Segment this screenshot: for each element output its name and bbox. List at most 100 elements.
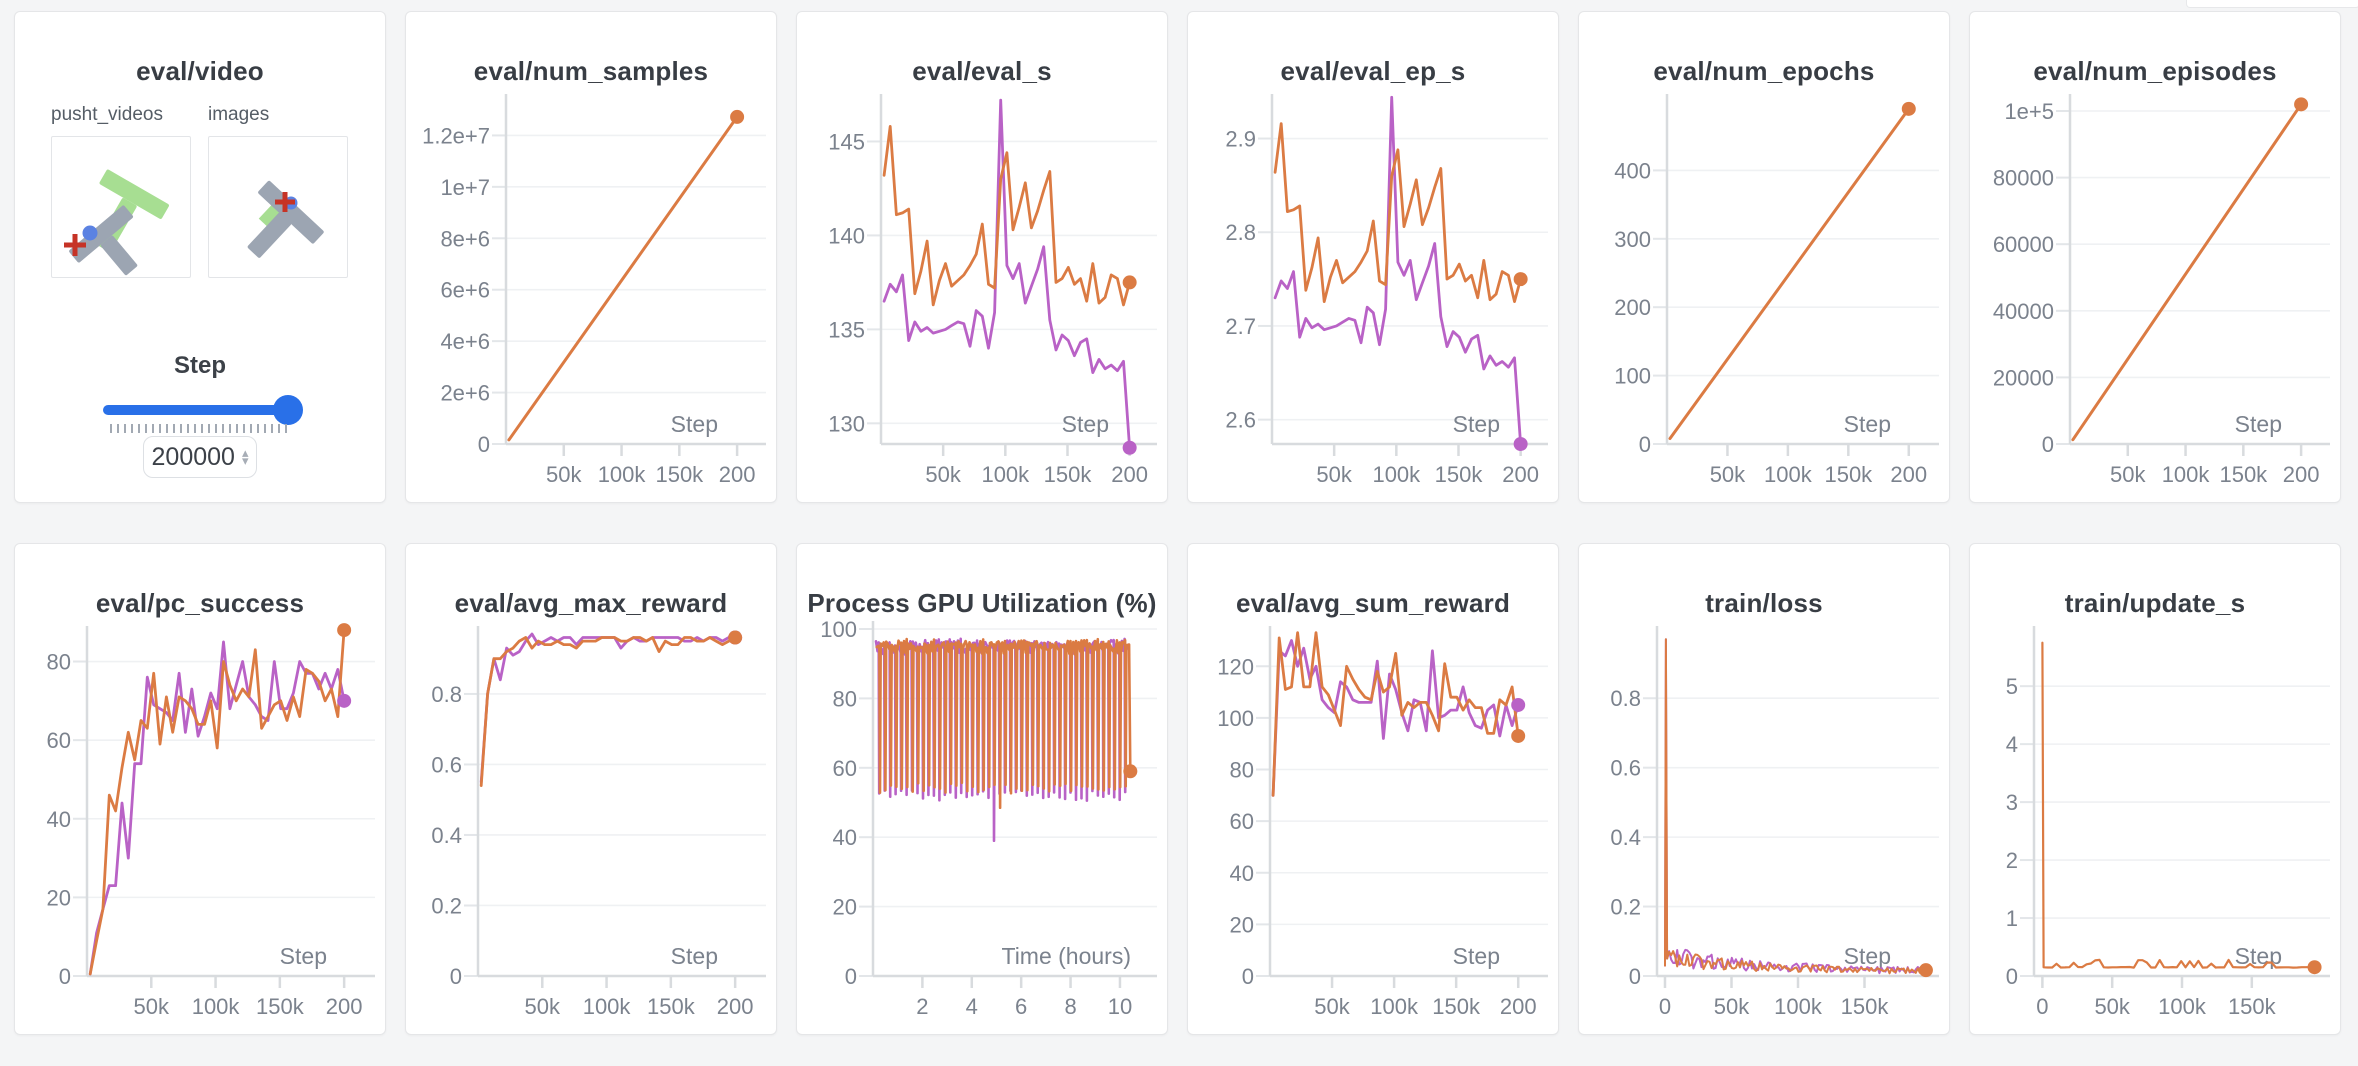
svg-text:80: 80 xyxy=(47,650,71,675)
svg-text:200: 200 xyxy=(326,994,363,1019)
svg-text:50k: 50k xyxy=(1714,994,1750,1019)
step-slider[interactable] xyxy=(103,395,303,425)
gray-t-shape xyxy=(247,180,324,258)
svg-text:8e+6: 8e+6 xyxy=(440,226,490,251)
panel-eval-num-epochs[interactable]: eval/num_epochs 0 100 200 300 400 50k 100k 150k… xyxy=(1578,11,1950,503)
eval-eval-s-plot[interactable]: 130 135 140 145 50k 100k 150k 200 Step xyxy=(797,12,1167,502)
decrement-icon[interactable]: ▾ xyxy=(241,453,249,468)
panel-eval-eval-ep-s[interactable]: eval/eval_ep_s 2.6 2.7 2.8 2.9 50k 100k 150k 20… xyxy=(1187,11,1559,503)
svg-text:60000: 60000 xyxy=(1993,232,2054,257)
svg-text:1e+5: 1e+5 xyxy=(2004,99,2054,124)
step-slider-label: Step xyxy=(173,352,226,379)
images-label: images xyxy=(208,104,270,125)
pusht-videos-label: pusht_videos xyxy=(51,104,163,125)
svg-text:1e+7: 1e+7 xyxy=(440,175,490,200)
svg-text:80: 80 xyxy=(833,686,857,711)
panel-train-loss[interactable]: train/loss 0 0.2 0.4 0.6 0.8 0 50k 100k 150k Step xyxy=(1578,543,1950,1035)
eval-avg-max-reward-plot[interactable]: 0 0.2 0.4 0.6 0.8 50k 100k 150k 200 Step xyxy=(406,544,776,1034)
agent-dot xyxy=(82,225,98,241)
step-input-value[interactable]: 200000 xyxy=(151,442,235,471)
eval-num-episodes-plot[interactable]: 0 20000 40000 60000 80000 1e+5 50k 100k 150k 200 S… xyxy=(1970,12,2340,502)
step-slider-track[interactable] xyxy=(103,405,299,415)
svg-text:0: 0 xyxy=(2006,964,2018,989)
svg-text:200: 200 xyxy=(717,994,754,1019)
svg-text:8: 8 xyxy=(1064,994,1076,1019)
panel-grid: eval/video pusht_videos images xyxy=(14,11,2341,1035)
svg-text:Time (hours): Time (hours) xyxy=(1002,943,1132,969)
svg-text:0: 0 xyxy=(1242,964,1254,989)
svg-text:200: 200 xyxy=(2283,462,2320,487)
panel-eval-video[interactable]: eval/video pusht_videos images xyxy=(14,11,386,503)
svg-text:200: 200 xyxy=(1500,994,1537,1019)
svg-text:100k: 100k xyxy=(583,994,632,1019)
svg-text:200: 200 xyxy=(1502,462,1539,487)
eval-pc-success-plot[interactable]: 0 20 40 60 80 50k 100k 150k 200 Step xyxy=(15,544,385,1034)
panel-train-update-s[interactable]: train/update_s 0 1 2 3 4 5 0 50k 100k 150k Step xyxy=(1969,543,2341,1035)
svg-text:3: 3 xyxy=(2006,790,2018,815)
svg-text:80: 80 xyxy=(1230,758,1254,783)
svg-text:2.6: 2.6 xyxy=(1225,408,1256,433)
svg-text:200: 200 xyxy=(1111,462,1148,487)
increment-icon[interactable]: ▴ xyxy=(241,444,249,460)
svg-text:0: 0 xyxy=(1659,994,1671,1019)
svg-text:0: 0 xyxy=(1629,964,1641,989)
panel-eval-avg-max-reward[interactable]: eval/avg_max_reward 0 0.2 0.4 0.6 0.8 50k 100k… xyxy=(405,543,777,1035)
svg-text:1: 1 xyxy=(2006,906,2018,931)
svg-text:50k: 50k xyxy=(1316,462,1352,487)
svg-text:50k: 50k xyxy=(925,462,961,487)
svg-text:Step: Step xyxy=(1453,943,1500,969)
svg-text:0: 0 xyxy=(450,964,462,989)
svg-text:2.7: 2.7 xyxy=(1225,314,1256,339)
eval-eval-ep-s-plot[interactable]: 2.6 2.7 2.8 2.9 50k 100k 150k 200 Step xyxy=(1188,12,1558,502)
step-slider-ticks xyxy=(110,424,292,433)
svg-text:80000: 80000 xyxy=(1993,166,2054,191)
svg-text:300: 300 xyxy=(1614,227,1651,252)
svg-text:0: 0 xyxy=(59,964,71,989)
svg-text:6: 6 xyxy=(1015,994,1027,1019)
svg-text:40: 40 xyxy=(833,825,857,850)
step-input[interactable]: 200000 ▴ ▾ xyxy=(143,436,257,478)
svg-text:0.2: 0.2 xyxy=(431,893,462,918)
svg-text:150k: 150k xyxy=(256,994,305,1019)
svg-text:150k: 150k xyxy=(1841,994,1890,1019)
svg-text:100k: 100k xyxy=(1764,462,1813,487)
svg-text:2.8: 2.8 xyxy=(1225,220,1256,245)
panel-eval-avg-sum-reward[interactable]: eval/avg_sum_reward 0 20 40 60 80 100 120 50k 10… xyxy=(1187,543,1559,1035)
svg-text:60: 60 xyxy=(47,728,71,753)
svg-text:100k: 100k xyxy=(1372,462,1421,487)
svg-text:0.4: 0.4 xyxy=(431,823,462,848)
eval-num-samples-plot[interactable]: 0 2e+6 4e+6 6e+6 8e+6 1e+7 1.2e+7 50k 100k 150k 20… xyxy=(406,12,776,502)
svg-text:50k: 50k xyxy=(1314,994,1350,1019)
svg-text:150k: 150k xyxy=(1432,994,1481,1019)
svg-text:1.2e+7: 1.2e+7 xyxy=(422,123,490,148)
pusht-video-thumbnail[interactable] xyxy=(51,136,191,278)
svg-text:100k: 100k xyxy=(2158,994,2207,1019)
svg-text:0.6: 0.6 xyxy=(431,752,462,777)
scrolled-panel-remnant xyxy=(2186,0,2358,8)
svg-text:200: 200 xyxy=(1614,295,1651,320)
train-update-s-plot[interactable]: 0 1 2 3 4 5 0 50k 100k 150k Step xyxy=(1970,544,2340,1034)
eval-avg-sum-reward-plot[interactable]: 0 20 40 60 80 100 120 50k 100k 150k 200 Step xyxy=(1188,544,1558,1034)
svg-text:100: 100 xyxy=(820,617,857,642)
svg-text:2.9: 2.9 xyxy=(1225,127,1256,152)
step-slider-thumb[interactable] xyxy=(273,395,303,425)
svg-text:0: 0 xyxy=(2042,432,2054,457)
svg-text:0: 0 xyxy=(2036,994,2048,1019)
svg-text:130: 130 xyxy=(828,411,865,436)
panel-eval-num-episodes[interactable]: eval/num_episodes 0 20000 40000 60000 80000 1… xyxy=(1969,11,2341,503)
svg-text:Step: Step xyxy=(1844,411,1891,437)
panel-process-gpu-utilization[interactable]: Process GPU Utilization (%) 0 20 40 60 80 100… xyxy=(796,543,1168,1035)
svg-text:4: 4 xyxy=(966,994,978,1019)
images-thumbnail[interactable] xyxy=(208,136,348,278)
goal-cross-icon xyxy=(275,192,295,212)
svg-text:Step: Step xyxy=(2235,411,2282,437)
eval-num-epochs-plot[interactable]: 0 100 200 300 400 50k 100k 150k 200 Step xyxy=(1579,12,1949,502)
panel-eval-pc-success[interactable]: eval/pc_success 0 20 40 60 80 50k 100k 150k 200 S… xyxy=(14,543,386,1035)
panel-eval-num-samples[interactable]: eval/num_samples 0 2e+6 4e+6 6e+6 8e+6 1e+7 1.… xyxy=(405,11,777,503)
svg-text:200: 200 xyxy=(719,462,756,487)
svg-text:50k: 50k xyxy=(2094,994,2130,1019)
svg-text:200: 200 xyxy=(1890,462,1927,487)
process-gpu-utilization-plot[interactable]: 0 20 40 60 80 100 2 4 6 8 10 Time (hours) xyxy=(797,544,1167,1034)
train-loss-plot[interactable]: 0 0.2 0.4 0.6 0.8 0 50k 100k 150k Step xyxy=(1579,544,1949,1034)
panel-eval-eval-s[interactable]: eval/eval_s 130 135 140 145 50k 100k 150k 200 St… xyxy=(796,11,1168,503)
